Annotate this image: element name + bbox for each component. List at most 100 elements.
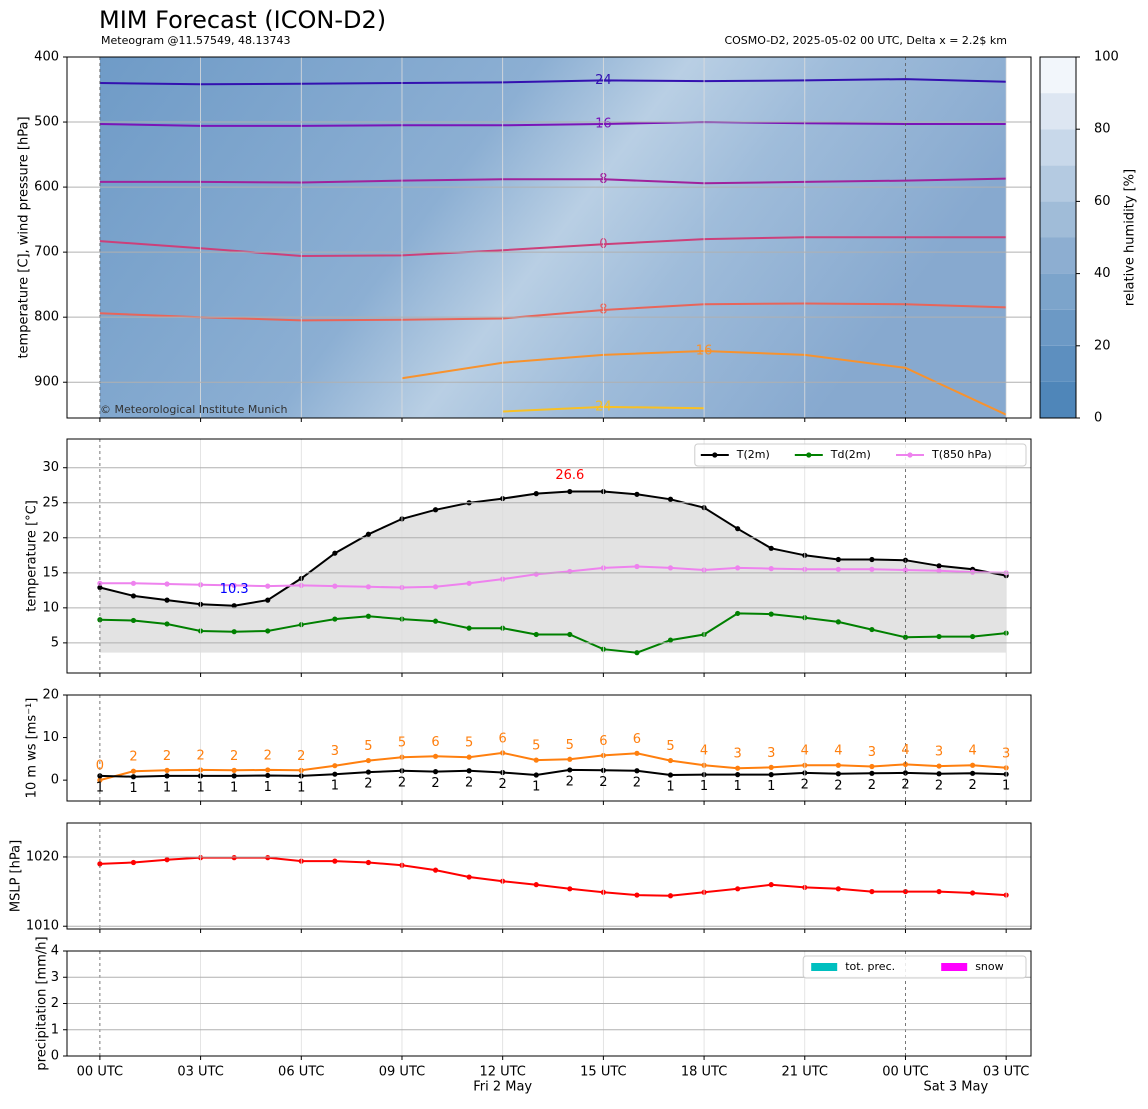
y-axis-label: temperature [°C]	[25, 500, 40, 612]
panel-frame	[66, 822, 1032, 930]
value-label: 1	[1002, 779, 1010, 794]
colorbar-tick-label: 0	[1094, 411, 1102, 426]
series-point	[936, 888, 942, 895]
legend-label: tot. prec.	[845, 960, 895, 973]
value-label: 0	[96, 759, 104, 774]
series-line	[99, 612, 1007, 654]
y-tick-label: 400	[34, 50, 59, 65]
series-point	[969, 633, 976, 640]
series-point	[466, 625, 472, 631]
value-label: 2	[599, 775, 607, 790]
series-line	[99, 751, 1007, 782]
series-point	[768, 611, 774, 617]
legend-label: T(850 hPa)	[931, 448, 992, 461]
legend-label: T(2m)	[736, 448, 770, 461]
colorbar-tick-label: 60	[1094, 194, 1111, 209]
value-label: 2	[465, 775, 473, 790]
value-label: 5	[465, 736, 473, 751]
series-point	[936, 568, 942, 574]
series-point	[231, 603, 237, 609]
series-point	[332, 763, 338, 769]
series-point	[466, 768, 472, 774]
series-point	[164, 581, 170, 587]
series-point	[432, 507, 439, 513]
series-point	[567, 767, 573, 773]
series-point	[365, 769, 372, 775]
series-point	[835, 771, 841, 777]
series-point	[969, 770, 976, 776]
series-point	[97, 861, 103, 867]
y-tick-label: 5	[51, 635, 59, 650]
y-tick-label: 700	[34, 245, 59, 260]
y-tick-label: 0	[51, 773, 59, 788]
series-point	[902, 761, 909, 767]
value-label: 5	[398, 736, 406, 751]
series-point	[164, 857, 170, 863]
x-tick-label: 15 UTC	[580, 1065, 626, 1080]
colorbar-band	[1040, 345, 1076, 382]
series-point	[835, 556, 841, 563]
value-label: 1	[129, 781, 137, 796]
value-label: 1	[700, 779, 708, 794]
y-axis-label: 10 m ws [ms⁻¹]	[25, 698, 40, 799]
series-point	[533, 491, 539, 497]
value-label: 2	[868, 778, 876, 793]
series-point	[533, 772, 539, 778]
series-point	[365, 584, 372, 590]
panel-frame	[66, 438, 1032, 674]
colorbar-band	[1040, 165, 1076, 202]
value-label: 1	[297, 780, 305, 795]
x-tick-label: 03 UTC	[983, 1065, 1029, 1080]
value-label: 3	[868, 745, 876, 760]
value-label: 2	[431, 776, 439, 791]
series-point	[432, 753, 439, 759]
series-point	[265, 628, 271, 634]
panel	[97, 855, 1009, 899]
value-label: 2	[499, 777, 507, 792]
series-point	[231, 629, 237, 635]
series-point	[332, 616, 338, 622]
series-point	[265, 855, 271, 861]
y-axis-label: MSLP [hPa]	[9, 840, 24, 912]
series-point	[869, 770, 875, 776]
y-tick-label: 10	[42, 600, 59, 615]
series-point	[735, 772, 741, 778]
series-point	[902, 770, 909, 776]
y-tick-label: 25	[42, 495, 59, 510]
series-point	[432, 867, 439, 873]
chart-subtitle: Meteogram @11.57549, 48.13743	[101, 34, 291, 47]
series-point	[869, 763, 875, 770]
value-label: 4	[700, 744, 708, 759]
value-label: 2	[163, 749, 171, 764]
series-point	[835, 566, 841, 572]
temperature-contour	[99, 120, 1007, 127]
colorbar-tick-label: 20	[1094, 338, 1111, 353]
value-label: 2	[834, 778, 842, 793]
panel	[97, 750, 1009, 783]
value-label: 5	[566, 738, 574, 753]
y-tick-label: 3	[51, 970, 59, 985]
series-point	[466, 580, 472, 586]
series-point	[835, 762, 841, 768]
value-label: 1	[264, 780, 272, 795]
value-label: 6	[499, 731, 507, 746]
series-point	[768, 545, 774, 551]
value-label: 3	[733, 747, 741, 762]
x-tick-label: 09 UTC	[379, 1065, 425, 1080]
series-point	[634, 491, 640, 497]
x-tick-label: 21 UTC	[782, 1065, 828, 1080]
legend-box	[694, 443, 1027, 467]
series-point	[567, 488, 573, 495]
value-label: 3	[935, 745, 943, 760]
series-point	[634, 892, 640, 898]
x-tick-label: 00 UTC	[882, 1065, 928, 1080]
series-point	[835, 619, 841, 625]
colorbar-frame	[1039, 56, 1077, 419]
series-point	[902, 567, 909, 573]
x-tick-label: 03 UTC	[177, 1065, 223, 1080]
panel-frame	[66, 950, 1032, 1057]
colorbar-tick-label: 40	[1094, 266, 1111, 281]
series-point	[365, 613, 372, 619]
series-point	[130, 580, 137, 586]
